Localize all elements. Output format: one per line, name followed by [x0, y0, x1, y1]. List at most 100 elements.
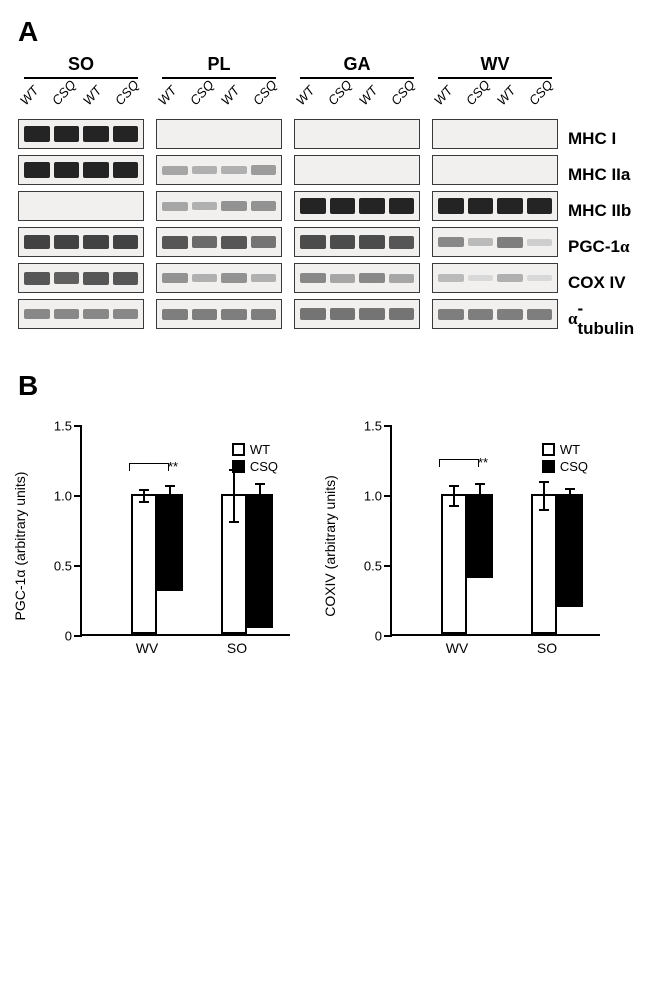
blot-row-label: MHC I [568, 124, 634, 154]
band [300, 167, 326, 173]
blot-cell [18, 191, 144, 221]
band [300, 198, 326, 214]
band [468, 131, 494, 137]
x-category-label: SO [512, 640, 582, 656]
band [113, 126, 139, 142]
band [330, 308, 356, 320]
band [497, 198, 523, 214]
band [468, 275, 494, 282]
bar [131, 494, 157, 634]
legend-label: WT [250, 442, 270, 457]
band [83, 272, 109, 285]
band [300, 273, 326, 284]
blot-cell [18, 299, 144, 329]
band [468, 309, 494, 320]
band [468, 198, 494, 214]
band [389, 198, 415, 214]
band [251, 131, 277, 137]
band [359, 131, 385, 137]
y-tick-label: 0.5 [356, 559, 382, 574]
bar [467, 494, 493, 578]
band [300, 131, 326, 137]
band [24, 235, 50, 249]
bar [557, 494, 583, 607]
blot-cell [432, 155, 558, 185]
band [527, 167, 553, 173]
lane-header: WT [17, 74, 49, 107]
band [527, 131, 553, 137]
blot-row-label: COX IV [568, 268, 634, 298]
legend-label: WT [560, 442, 580, 457]
band [83, 162, 109, 178]
band [192, 166, 218, 175]
blot-cell [156, 299, 282, 329]
band [24, 309, 50, 320]
band [330, 235, 356, 249]
panel-a: A SOPLGAWVWTCSQWTCSQWTCSQWTCSQWTCSQWTCSQ… [18, 16, 632, 340]
blot-cell [18, 263, 144, 293]
band [113, 272, 139, 285]
band [300, 235, 326, 249]
band [251, 201, 277, 211]
band [438, 309, 464, 320]
panel-a-label: A [18, 16, 632, 48]
bar [157, 494, 183, 591]
bar-group [432, 494, 502, 634]
band [359, 198, 385, 214]
band [221, 131, 247, 137]
error-bar [453, 485, 455, 507]
plot-area: 00.51.01.5WVSO**WTCSQ [390, 426, 600, 636]
blot-cell [294, 119, 420, 149]
legend-swatch [232, 460, 245, 473]
blot-cell [156, 227, 282, 257]
blot-row [18, 227, 558, 257]
band [300, 308, 326, 320]
x-category-label: WV [422, 640, 492, 656]
significance-marker: ** [124, 463, 174, 471]
blot-row-label: α-tubulin [568, 304, 634, 334]
y-tick-label: 1.0 [356, 489, 382, 504]
bar [441, 494, 467, 634]
y-tick [384, 425, 392, 427]
blot-row [18, 191, 558, 221]
y-axis-label: COXIV (arbitrary units) [322, 475, 338, 617]
band [527, 198, 553, 214]
blot-row [18, 299, 558, 329]
y-tick [384, 635, 392, 637]
band [359, 308, 385, 320]
band [330, 198, 356, 214]
band [359, 167, 385, 173]
band [468, 238, 494, 246]
y-tick [384, 495, 392, 497]
band [54, 162, 80, 178]
bar-chart: PGC-1α (arbitrary units)00.51.01.5WVSO**… [38, 416, 308, 676]
blot-cell [294, 227, 420, 257]
legend-swatch [542, 443, 555, 456]
legend: WT CSQ [542, 442, 588, 476]
band [221, 201, 247, 211]
band [192, 202, 218, 211]
blot-cell [156, 191, 282, 221]
band [83, 309, 109, 320]
blot-cell [18, 227, 144, 257]
lane-header: WT [80, 74, 112, 107]
lane-header: CSQ [462, 74, 494, 107]
error-bar [569, 488, 571, 505]
legend-item: CSQ [232, 459, 278, 474]
western-blot-grid: SOPLGAWVWTCSQWTCSQWTCSQWTCSQWTCSQWTCSQWT… [18, 54, 632, 340]
legend: WT CSQ [232, 442, 278, 476]
y-tick [74, 635, 82, 637]
band [24, 203, 50, 209]
legend-label: CSQ [560, 459, 588, 474]
band [251, 274, 277, 283]
band [251, 309, 277, 320]
lane-header: WT [431, 74, 463, 107]
y-tick-label: 1.0 [46, 489, 72, 504]
bar-group [212, 494, 282, 634]
band [54, 126, 80, 142]
legend-item: WT [542, 442, 588, 457]
x-category-label: WV [112, 640, 182, 656]
band [113, 309, 139, 320]
lane-header: CSQ [387, 74, 419, 107]
error-bar [233, 469, 235, 522]
